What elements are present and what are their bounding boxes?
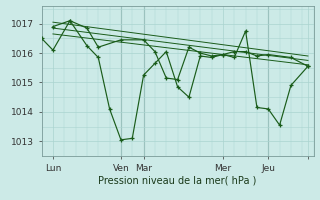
X-axis label: Pression niveau de la mer( hPa ): Pression niveau de la mer( hPa ) [99, 175, 257, 185]
